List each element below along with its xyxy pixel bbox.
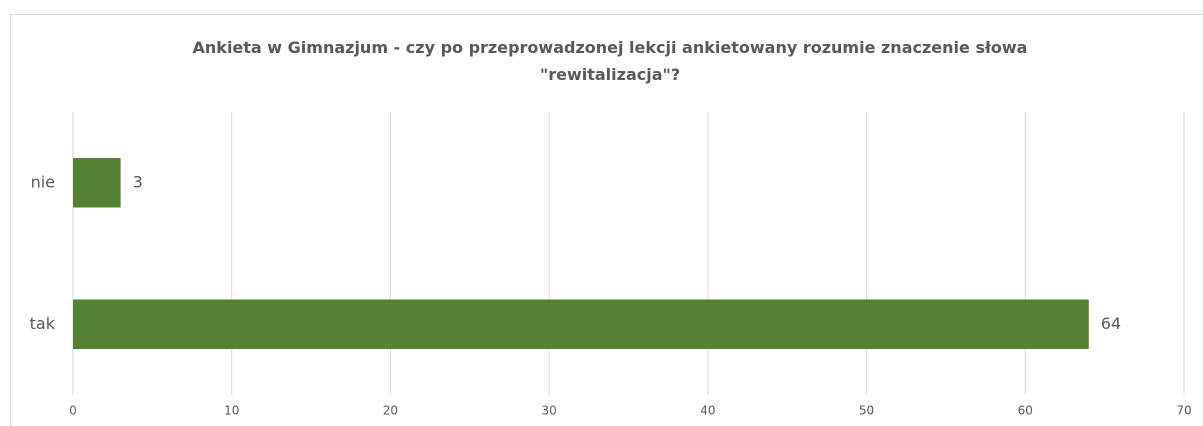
x-tick-label: 20 (383, 404, 398, 418)
x-tick-label: 10 (224, 404, 239, 418)
y-tick-label: nie (31, 172, 55, 191)
x-tick-label: 40 (700, 404, 715, 418)
bar (73, 299, 1089, 350)
y-tick-label: tak (30, 314, 56, 333)
data-label: 64 (1101, 314, 1121, 333)
data-label: 3 (133, 172, 143, 191)
bar (73, 157, 121, 208)
x-tick-label: 60 (1018, 404, 1033, 418)
x-tick-label: 70 (1176, 404, 1191, 418)
chart-title: Ankieta w Gimnazjum - czy po przeprowadz… (192, 38, 1028, 84)
chart-frame (10, 14, 1203, 426)
x-tick-label: 0 (69, 404, 77, 418)
x-tick-label: 30 (542, 404, 557, 418)
x-tick-label: 50 (859, 404, 874, 418)
